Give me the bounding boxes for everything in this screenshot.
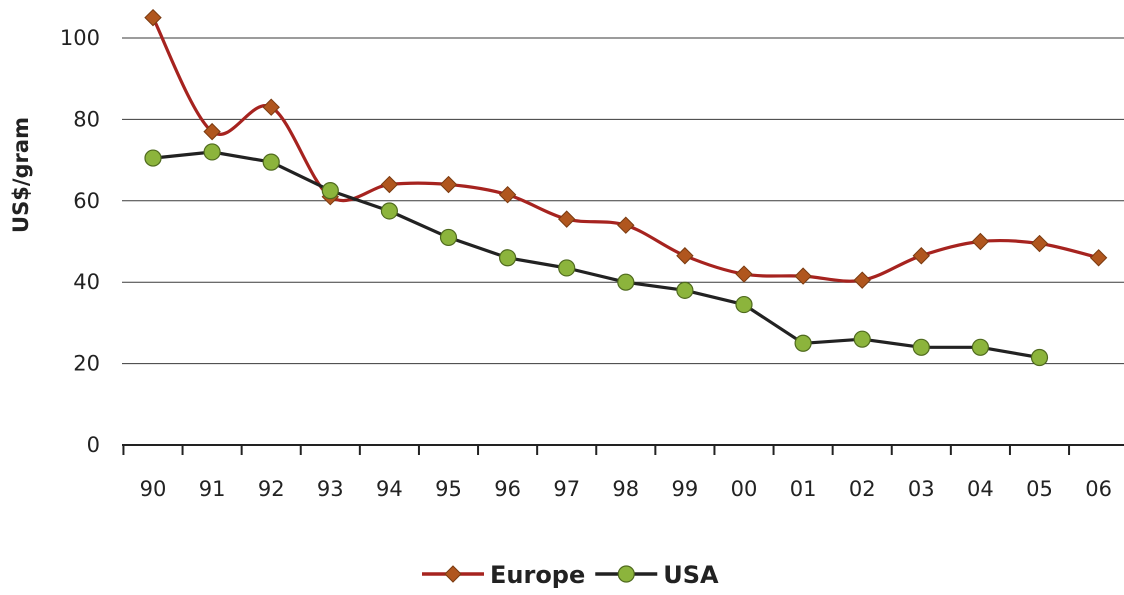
x-tick-label-90: 90 — [140, 477, 167, 501]
y-axis-tick-labels: 0 20 40 60 80 100 — [60, 26, 100, 457]
series-lines — [144, 8, 1108, 367]
legend-label-europe: Europe — [490, 561, 585, 589]
point-europe-06 — [1089, 249, 1108, 267]
point-europe-96 — [498, 185, 517, 204]
series-europe — [144, 8, 1108, 289]
x-tick-label-97: 97 — [553, 477, 580, 501]
x-axis-tick-labels: 90 91 92 93 94 95 96 97 98 99 00 01 02 03 04 05 06 — [140, 477, 1112, 501]
point-europe-01 — [794, 267, 812, 285]
y-tick-label-80: 80 — [73, 107, 100, 131]
point-europe-99 — [676, 247, 694, 265]
x-tick-label-04: 04 — [967, 477, 994, 501]
legend: Europe USA — [422, 561, 719, 589]
x-axis — [122, 444, 1124, 455]
x-tick-label-92: 92 — [258, 477, 285, 501]
point-usa-03 — [912, 338, 930, 356]
point-europe-94 — [380, 175, 399, 194]
point-usa-97 — [558, 259, 576, 277]
x-tick-label-95: 95 — [435, 477, 462, 501]
point-usa-96 — [499, 249, 517, 267]
legend-item-usa: USA — [595, 561, 719, 589]
x-tick-label-06: 06 — [1085, 477, 1112, 501]
point-europe-90 — [144, 8, 162, 27]
x-tick-label-02: 02 — [849, 477, 876, 501]
x-tick-label-91: 91 — [199, 477, 226, 501]
point-europe-00 — [735, 265, 753, 283]
legend-marker-usa — [617, 565, 635, 583]
point-usa-04 — [971, 338, 990, 356]
point-usa-98 — [617, 273, 635, 291]
legend-label-usa: USA — [663, 561, 719, 589]
x-tick-label-96: 96 — [494, 477, 521, 501]
x-tick-label-03: 03 — [908, 477, 935, 501]
series-line-europe — [151, 16, 1099, 283]
point-usa-91 — [203, 143, 221, 161]
point-usa-93 — [321, 182, 339, 200]
point-usa-94 — [380, 202, 398, 220]
point-usa-99 — [676, 281, 694, 299]
legend-item-europe: Europe — [422, 561, 585, 589]
point-europe-98 — [617, 216, 635, 234]
point-usa-01 — [794, 334, 812, 352]
x-tick-label-94: 94 — [376, 477, 403, 501]
point-europe-91 — [203, 122, 221, 141]
y-tick-label-40: 40 — [73, 270, 100, 294]
point-usa-02 — [853, 330, 871, 348]
y-tick-label-60: 60 — [73, 189, 100, 213]
point-europe-03 — [912, 247, 931, 265]
point-europe-95 — [439, 175, 458, 194]
point-usa-90 — [144, 149, 162, 167]
x-tick-label-93: 93 — [317, 477, 344, 501]
point-europe-05 — [1030, 234, 1049, 253]
x-tick-label-05: 05 — [1026, 477, 1053, 501]
point-usa-05 — [1030, 348, 1049, 367]
x-tick-label-00: 00 — [731, 477, 758, 501]
y-tick-label-20: 20 — [73, 352, 100, 376]
y-axis-title: US$/gram — [9, 117, 33, 233]
point-usa-95 — [439, 228, 458, 247]
gridlines — [122, 37, 1124, 365]
series-line-usa — [152, 150, 1040, 360]
point-europe-02 — [853, 271, 871, 289]
legend-marker-europe — [444, 565, 462, 583]
point-europe-97 — [557, 210, 576, 228]
y-tick-label-0: 0 — [87, 433, 100, 457]
series-usa — [144, 143, 1049, 367]
point-usa-92 — [262, 153, 280, 171]
x-tick-label-99: 99 — [672, 477, 699, 501]
x-tick-label-01: 01 — [790, 477, 817, 501]
point-europe-92 — [262, 98, 280, 116]
y-tick-label-100: 100 — [60, 26, 100, 50]
point-europe-04 — [971, 232, 990, 251]
point-usa-00 — [735, 295, 753, 314]
x-tick-label-98: 98 — [612, 477, 639, 501]
